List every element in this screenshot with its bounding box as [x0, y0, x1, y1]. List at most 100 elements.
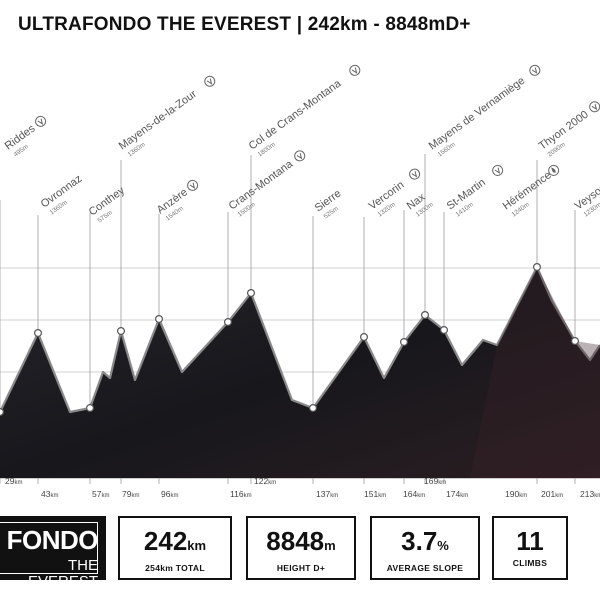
summit-dot-0 — [0, 408, 4, 416]
summit-dot-3 — [116, 327, 125, 336]
summit-dot-9 — [400, 338, 409, 347]
circle-arrow-icon — [529, 64, 541, 76]
stat-distance-value: 242 — [143, 526, 188, 556]
place-name-6: Crans-Montana — [227, 158, 296, 213]
km-unit-2: km — [101, 493, 109, 499]
arrow-glyph-icon — [206, 78, 213, 85]
place-name-3: Mayens-de-la-Zour — [117, 88, 199, 153]
km-unit-6: km — [268, 480, 276, 486]
km-unit-0: km — [14, 480, 22, 486]
stat-slope-label: AVERAGE SLOPE — [386, 563, 464, 573]
km-unit-13: km — [555, 493, 563, 499]
stat-distance-label: 254km TOTAL — [145, 563, 205, 573]
arrow-glyph-icon — [494, 167, 501, 174]
logo-line2: THE EVEREST — [27, 557, 98, 590]
km-unit-7: km — [330, 493, 338, 499]
km-label-9: 164km — [403, 489, 425, 499]
arrow-glyph-icon — [411, 171, 418, 178]
summit-dot-6 — [247, 289, 256, 298]
arrow-glyph-icon — [189, 182, 196, 189]
circle-arrow-icon — [187, 179, 199, 191]
drop-glyph-icon — [551, 167, 556, 173]
km-unit-10: km — [438, 480, 446, 486]
km-label-13: 201km — [541, 489, 563, 499]
summit-dot-13 — [570, 337, 579, 346]
stat-climbs: 11 CLIMBS — [492, 516, 568, 580]
arrow-glyph-icon — [296, 152, 303, 160]
km-unit-4: km — [170, 493, 178, 499]
logo-frame — [0, 522, 98, 574]
km-unit-14: km — [594, 493, 600, 499]
logo-line1: FONDO — [6, 525, 99, 555]
stat-height-value: 8848 — [266, 526, 325, 556]
km-unit-1: km — [50, 493, 58, 499]
stat-climbs-value: 11 — [516, 526, 544, 556]
km-label-14: 213km — [580, 489, 600, 499]
km-label-10: 169km — [424, 476, 446, 486]
km-label-6: 122km — [254, 476, 276, 486]
circle-arrow-icon — [492, 164, 504, 176]
arrow-glyph-icon — [37, 118, 44, 125]
km-unit-11: km — [460, 493, 468, 499]
stat-slope-unit: % — [437, 538, 449, 553]
summit-dot-7 — [309, 404, 318, 413]
stat-slope-value: 3.7 — [401, 526, 438, 556]
summit-dot-12 — [532, 263, 541, 272]
summit-dot-2 — [85, 404, 94, 413]
km-unit-5: km — [244, 493, 252, 499]
stat-slope: 3.7% AVERAGE SLOPE — [370, 516, 480, 580]
event-logo: FONDO THE EVEREST — [0, 516, 106, 590]
ridge-shade — [470, 267, 600, 478]
stat-distance-unit: km — [187, 538, 207, 553]
km-label-2: 57km — [92, 489, 109, 499]
arrow-glyph-icon — [351, 67, 358, 74]
mountain-silhouette — [0, 267, 600, 478]
summit-dot-11 — [440, 326, 449, 335]
circle-arrow-icon — [409, 168, 421, 180]
place-name-5: Col de Crans-Montana — [247, 77, 344, 152]
stat-height: 8848m HEIGHT D+ — [246, 516, 356, 580]
stat-height-label: HEIGHT D+ — [276, 563, 326, 573]
km-unit-3: km — [131, 493, 139, 499]
circle-arrow-icon — [349, 64, 361, 76]
km-label-1: 43km — [41, 489, 58, 499]
circle-arrow-icon — [294, 150, 306, 162]
km-label-12: 190km — [505, 489, 527, 499]
circle-arrow-icon — [204, 75, 216, 87]
km-label-7: 137km — [316, 489, 338, 499]
place-name-10: Mayens de Vernamiège — [427, 75, 528, 153]
summit-dot-4 — [155, 315, 164, 324]
km-label-5: 116km — [230, 489, 252, 499]
stat-climbs-label: CLIMBS — [512, 558, 548, 568]
water-drop-icon — [548, 164, 560, 176]
km-label-11: 174km — [446, 489, 468, 499]
arrow-glyph-icon — [531, 67, 538, 74]
page-title: ULTRAFONDO THE EVEREST | 242km - 8848mD+ — [18, 14, 471, 35]
arrow-glyph-icon — [591, 103, 598, 111]
summit-dot-8 — [360, 333, 369, 342]
km-unit-8: km — [378, 493, 386, 499]
km-unit-12: km — [519, 493, 527, 499]
circle-arrow-icon — [589, 101, 600, 113]
circle-arrow-icon — [35, 115, 47, 127]
km-label-4: 96km — [161, 489, 178, 499]
km-label-0: 29km — [5, 476, 22, 486]
km-unit-9: km — [417, 493, 425, 499]
